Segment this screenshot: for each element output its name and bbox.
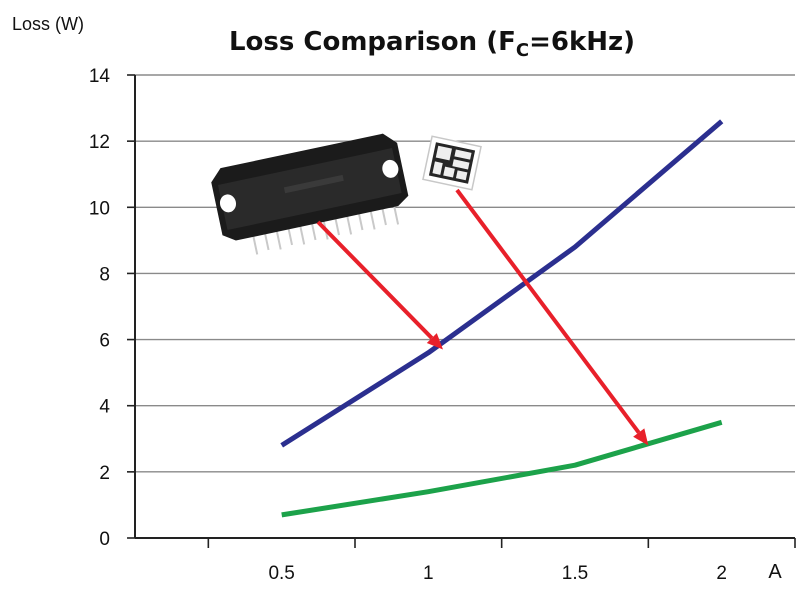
- annotation-arrows: [316, 188, 649, 446]
- x-tick-label: 2: [716, 563, 727, 584]
- ipm-package-image: [211, 133, 409, 255]
- y-tick-label: 0: [99, 529, 110, 550]
- axes: [127, 74, 796, 548]
- series-line-1: [280, 119, 724, 448]
- series-line-2: [281, 419, 723, 518]
- x-tick-label: 1: [423, 563, 434, 584]
- annotation-arrowhead-2: [633, 428, 649, 446]
- chart-title-main: Loss Comparison (F: [229, 27, 516, 57]
- chart-title-subscript: C: [516, 40, 529, 61]
- y-tick-labels: 0 2 4 6 8 10 12 14: [89, 66, 111, 550]
- annotation-arrow-1: [316, 220, 434, 340]
- x-tick-label: 0.5: [268, 563, 294, 584]
- x-axis-unit: A: [768, 561, 782, 583]
- grid-lines: [135, 74, 795, 473]
- y-axis-label: Loss (W): [12, 14, 84, 34]
- y-tick-label: 6: [99, 331, 110, 352]
- y-tick-label: 14: [89, 66, 111, 87]
- y-tick-label: 10: [89, 198, 110, 219]
- chip-module-image: [422, 135, 482, 191]
- y-tick-label: 4: [99, 397, 110, 418]
- annotation-arrow-2: [455, 188, 641, 434]
- y-tick-label: 2: [99, 463, 110, 484]
- chart-title: Loss Comparison (FC=6kHz): [229, 27, 635, 61]
- x-tick-labels: 0.5 1 1.5 2: [268, 563, 727, 584]
- chart-title-tail: =6kHz): [529, 27, 635, 57]
- x-tick-label: 1.5: [562, 563, 588, 584]
- y-tick-label: 12: [89, 132, 110, 153]
- y-tick-label: 8: [99, 264, 110, 285]
- annotation-arrowhead-1: [426, 333, 443, 350]
- data-series: [280, 119, 724, 518]
